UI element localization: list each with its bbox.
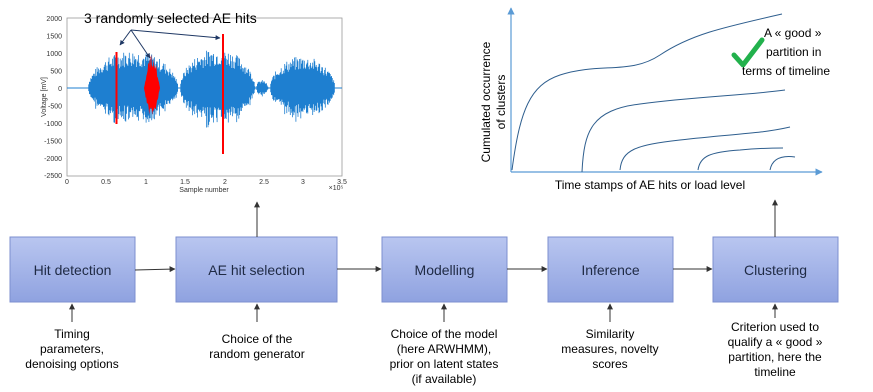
desc-line: Choice of the model: [391, 327, 498, 341]
xtick-label: 3.5: [337, 179, 347, 186]
desc-line: Choice of the: [222, 332, 293, 346]
highlighted-hit-2: [144, 54, 160, 116]
hit-pointer-2: [130, 29, 151, 59]
desc-line: random generator: [209, 347, 304, 361]
annotation-line2: partition in: [766, 45, 821, 59]
flow-arrows: [69, 199, 778, 322]
ytick-label: -500: [48, 104, 62, 111]
step-desc-modelling: Choice of the model (here ARWHMM), prior…: [390, 327, 499, 386]
step-desc-clustering: Criterion used to qualify a « good » par…: [728, 320, 823, 379]
cumul-plot: Cumulated occurrence of clusters Time st…: [479, 7, 830, 192]
step-label-modelling: Modelling: [415, 262, 475, 278]
desc-line: timeline: [754, 365, 796, 379]
signal-waveform: [88, 50, 335, 128]
hit-pointer-3: [130, 29, 221, 41]
cumul-ylabel-line2: of clusters: [494, 75, 508, 130]
signal-ylabel: Voltage [mV]: [41, 77, 48, 117]
xtick-label: 2.5: [259, 179, 269, 186]
desc-line: parameters,: [40, 342, 104, 356]
cluster-curve-1: [511, 13, 783, 171]
ytick-label: -2000: [44, 156, 62, 163]
desc-line: Timing: [54, 327, 90, 341]
signal-title: 3 randomly selected AE hits: [84, 10, 257, 26]
desc-line: denoising options: [25, 357, 118, 371]
desc-line: prior on latent states: [390, 357, 499, 371]
highlighted-hit-1: [115, 52, 118, 124]
cluster-curve-5: [769, 156, 796, 171]
annotation-line3: terms of timeline: [742, 64, 830, 78]
desc-line: Similarity: [586, 327, 635, 341]
desc-line: qualify a « good »: [728, 335, 823, 349]
step-box-ae-hit-selection: [175, 236, 338, 303]
checkmark-icon: [731, 37, 765, 68]
xtick-label: 3: [301, 179, 305, 186]
cluster-curve-2: [581, 89, 786, 173]
ytick-label: 500: [50, 69, 62, 76]
waveform-trace: [88, 50, 335, 128]
ytick-label: 1500: [46, 34, 62, 41]
ytick-label: 1000: [46, 51, 62, 58]
ytick-label: 2000: [46, 16, 62, 23]
x-exponent: ×10⁵: [329, 185, 344, 192]
xtick-label: 0.5: [101, 179, 111, 186]
step-desc-hit-detection: Timing parameters, denoising options: [25, 327, 118, 371]
step-label-clustering: Clustering: [744, 262, 807, 278]
desc-line: scores: [592, 357, 627, 371]
step-box-clustering: [712, 236, 839, 303]
desc-line: (here ARWHMM),: [397, 342, 491, 356]
step-label-inference: Inference: [581, 262, 640, 278]
hit-pointer-1: [119, 29, 132, 46]
desc-line: Criterion used to: [731, 320, 819, 334]
signal-xticks: 0 0.5 1 1.5 2 2.5 3 3.5: [65, 179, 347, 186]
cluster-curve-4: [697, 147, 784, 171]
flow-arrow-1: [134, 266, 176, 273]
step-label-ae-hit-selection: AE hit selection: [208, 262, 305, 278]
step-box-modelling: [381, 236, 508, 303]
ytick-label: -1000: [44, 121, 62, 128]
step-desc-ae-hit-selection: Choice of the random generator: [209, 332, 304, 361]
highlighted-hit-3: [222, 34, 224, 154]
xtick-label: 1.5: [180, 179, 190, 186]
annotation-line1: A « good »: [764, 26, 822, 40]
ytick-label: 0: [58, 86, 62, 93]
desc-line: partition, here the: [728, 350, 822, 364]
ytick-label: -1500: [44, 139, 62, 146]
cumul-xlabel: Time stamps of AE hits or load level: [555, 178, 745, 192]
desc-line: (if available): [412, 372, 477, 386]
desc-line: measures, novelty: [561, 342, 658, 356]
step-desc-inference: Similarity measures, novelty scores: [561, 327, 658, 371]
cumul-ylabel-line1: Cumulated occurrence: [479, 41, 493, 162]
cluster-curve-3: [619, 126, 791, 171]
signal-xlabel: Sample number: [179, 187, 229, 194]
signal-yticks: 2000 1500 1000 500 0 -500 -1000 -1500 -2…: [44, 16, 62, 180]
step-box-inference: [547, 236, 674, 303]
signal-plot: 2000 1500 1000 500 0 -500 -1000 -1500 -2…: [41, 10, 347, 194]
step-label-hit-detection: Hit detection: [34, 262, 112, 278]
xtick-label: 2: [223, 179, 227, 186]
cumul-curves: [511, 13, 796, 173]
xtick-label: 1: [144, 179, 148, 186]
pipeline: Hit detection AE hit selection Modelling…: [9, 199, 839, 386]
ytick-label: -2500: [44, 173, 62, 180]
xtick-label: 0: [65, 179, 69, 186]
